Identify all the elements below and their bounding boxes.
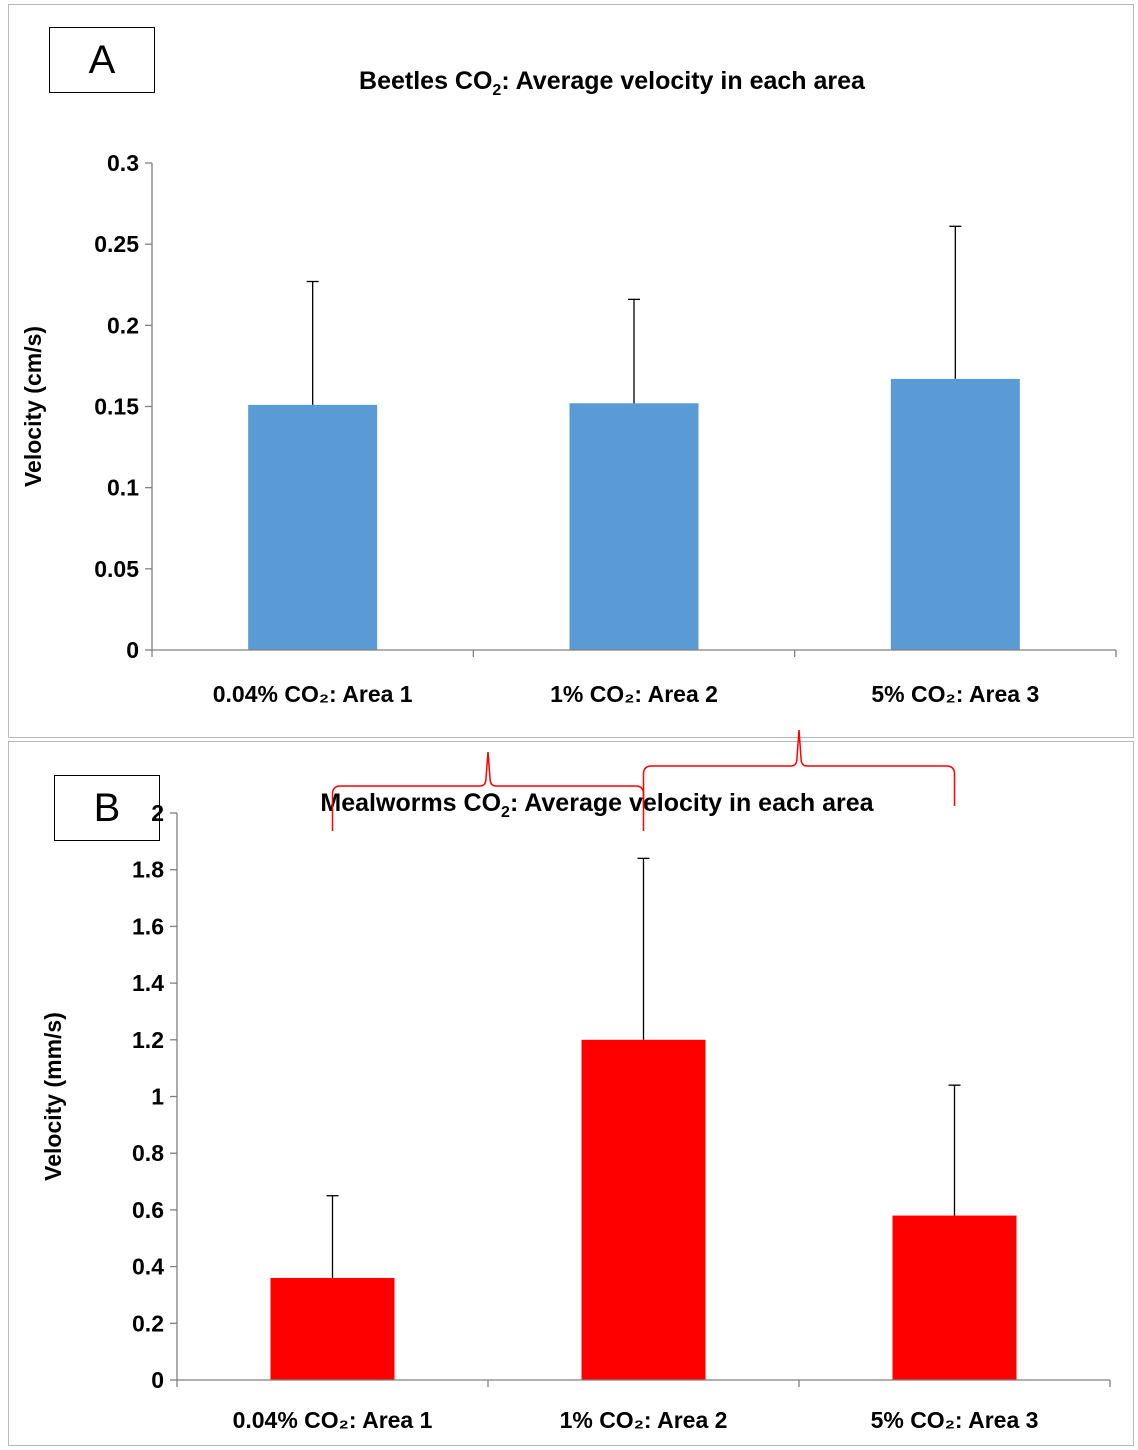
y-tick-label: 0.05 [94, 556, 139, 582]
bar-3 [890, 378, 1020, 650]
y-tick-label: 1.8 [132, 857, 164, 883]
bar-2 [581, 1039, 706, 1380]
bar-2 [569, 403, 699, 650]
y-tick-label: 0.8 [132, 1140, 164, 1166]
x-tick-label: 1% CO₂: Area 2 [560, 1407, 728, 1433]
y-tick-label: 0 [126, 637, 139, 663]
beetles-velocity-chart: Beetles CO2: Average velocity in each ar… [20, 67, 1117, 707]
x-tick-label: 1% CO₂: Area 2 [550, 681, 718, 707]
significance-brace-1 [331, 751, 645, 831]
significance-brace-2 [642, 729, 956, 806]
y-axis-title: Velocity (mm/s) [40, 1012, 66, 1181]
chart-panel-a: A Beetles CO2: Average velocity in each … [8, 4, 1134, 738]
bar-1 [270, 1277, 395, 1380]
y-tick-label: 0.4 [132, 1254, 164, 1280]
chart-title: Mealworms CO2: Average velocity in each … [320, 789, 874, 821]
x-tick-label: 0.04% CO₂: Area 1 [213, 681, 413, 707]
y-tick-label: 1 [151, 1084, 164, 1110]
bar-3 [892, 1215, 1017, 1380]
chart-title: Beetles CO2: Average velocity in each ar… [359, 67, 866, 99]
y-axis-title: Velocity (cm/s) [20, 326, 46, 487]
y-tick-label: 0 [151, 1367, 164, 1393]
chart-panel-b: B Mealworms CO2: Average velocity in eac… [8, 729, 1134, 1446]
y-tick-label: 1.2 [132, 1027, 164, 1053]
y-tick-label: 0.15 [94, 394, 139, 420]
bar-1 [248, 404, 378, 650]
y-tick-label: 1.6 [132, 913, 164, 939]
y-tick-label: 0.1 [107, 475, 139, 501]
y-tick-label: 1.4 [132, 970, 164, 996]
y-tick-label: 0.6 [132, 1197, 164, 1223]
y-tick-label: 0.25 [94, 231, 139, 257]
x-tick-label: 5% CO₂: Area 3 [871, 1407, 1039, 1433]
y-tick-label: 2 [151, 800, 164, 826]
mealworms-velocity-chart: Mealworms CO2: Average velocity in each … [40, 729, 1111, 1433]
panel-label-b: B [54, 775, 160, 841]
panel-label-a: A [49, 27, 155, 93]
y-tick-label: 0.2 [132, 1310, 164, 1336]
x-tick-label: 5% CO₂: Area 3 [871, 681, 1039, 707]
y-tick-label: 0.3 [107, 150, 139, 176]
x-tick-label: 0.04% CO₂: Area 1 [233, 1407, 433, 1433]
y-tick-label: 0.2 [107, 312, 139, 338]
